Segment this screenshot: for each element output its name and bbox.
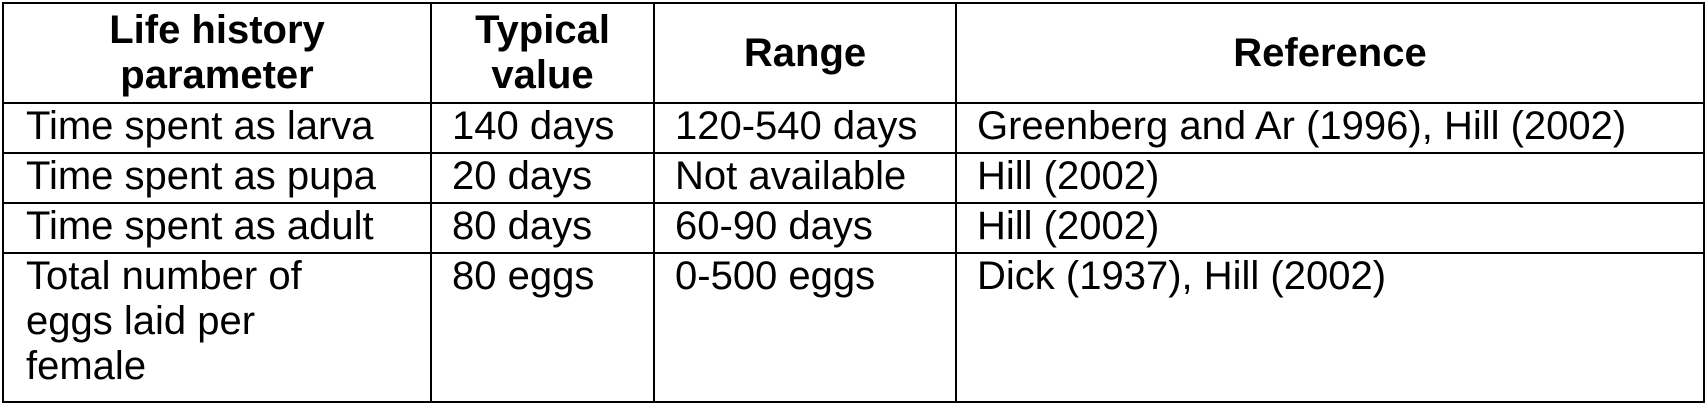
cell-text: Dick (1937), Hill (2002) [977, 254, 1387, 298]
reference-cell: Hill (2002) [955, 152, 1705, 204]
cell-text: Hill (2002) [977, 154, 1160, 198]
table-row: Time spent as larva 140 days 120-540 day… [2, 102, 1705, 154]
typical-value-cell: 80 eggs [430, 252, 655, 403]
parameter-cell: Time spent as larva [2, 102, 432, 154]
parameter-cell: Total number of eggs laid per female [2, 252, 432, 403]
cell-text: Time spent as adult [26, 204, 374, 248]
typical-value-cell: 80 days [430, 202, 655, 254]
cell-text: 140 days [452, 104, 615, 148]
header-typical-value: Typical value [430, 2, 655, 104]
header-life-history-parameter: Life history parameter [2, 2, 432, 104]
cell-text: Greenberg and Ar (1996), Hill (2002) [977, 104, 1627, 148]
range-cell: 60-90 days [653, 202, 957, 254]
cell-text: Time spent as pupa [26, 154, 376, 198]
parameter-cell: Time spent as pupa [2, 152, 432, 204]
cell-text: Not available [675, 154, 907, 198]
header-cell-text: Life history parameter [109, 8, 325, 97]
cell-text: 0-500 eggs [675, 254, 876, 298]
cell-text: 80 eggs [452, 254, 595, 298]
cell-text: 120-540 days [675, 104, 918, 148]
cell-text: Total number of eggs laid per female [26, 254, 302, 388]
life-history-table: Life history parameter Typical value Ran… [2, 2, 1705, 403]
reference-cell: Dick (1937), Hill (2002) [955, 252, 1705, 403]
cell-text: 80 days [452, 204, 593, 248]
header-reference: Reference [955, 2, 1705, 104]
parameter-cell: Time spent as adult [2, 202, 432, 254]
cell-text: 20 days [452, 154, 593, 198]
header-cell-text: Range [743, 30, 867, 75]
header-cell-text: Reference [1233, 30, 1427, 75]
range-cell: 0-500 eggs [653, 252, 957, 403]
typical-value-cell: 20 days [430, 152, 655, 204]
cell-text: Hill (2002) [977, 204, 1160, 248]
typical-value-cell: 140 days [430, 102, 655, 154]
table-row: Time spent as adult 80 days 60-90 days H… [2, 202, 1705, 254]
reference-cell: Hill (2002) [955, 202, 1705, 254]
table-row: Total number of eggs laid per female 80 … [2, 252, 1705, 403]
reference-cell: Greenberg and Ar (1996), Hill (2002) [955, 102, 1705, 154]
cell-text: 60-90 days [675, 204, 873, 248]
cell-text: Time spent as larva [26, 104, 374, 148]
header-row: Life history parameter Typical value Ran… [2, 2, 1705, 104]
table-row: Time spent as pupa 20 days Not available… [2, 152, 1705, 204]
range-cell: Not available [653, 152, 957, 204]
range-cell: 120-540 days [653, 102, 957, 154]
header-cell-text: Typical value [475, 8, 610, 97]
header-range: Range [653, 2, 957, 104]
